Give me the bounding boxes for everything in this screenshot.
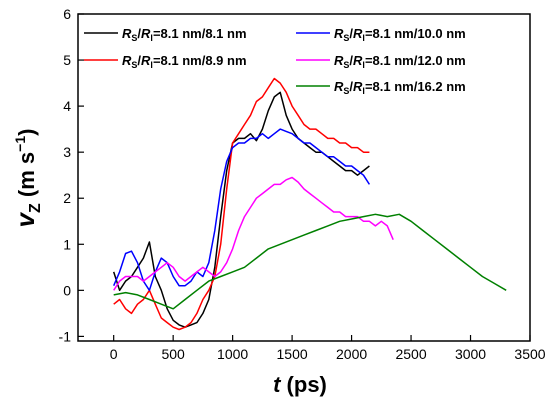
- x-axis-unit: (ps): [280, 372, 326, 397]
- y-tick-label: 1: [63, 236, 71, 252]
- y-tick-label: 6: [63, 6, 71, 22]
- axis-ticks: 0 500 1000 1500 2000 2500 3000 3500 -1 0 1 2 3 4 5 6: [59, 6, 546, 362]
- series-line-3: [113, 128, 371, 292]
- x-axis-label: t (ps): [273, 372, 327, 397]
- y-axis-unit-close: ): [14, 129, 39, 136]
- y-tick-label: 0: [63, 282, 71, 298]
- x-tick-label: 1000: [217, 346, 248, 362]
- y-axis-exponent: −1: [12, 136, 28, 152]
- series-line-4: [113, 176, 394, 291]
- series-line-5: [113, 213, 507, 310]
- legend: RS/Rl=8.1 nm/8.1 nm RS/Rl=8.1 nm/8.9 nm …: [84, 26, 466, 96]
- x-tick-label: 500: [161, 346, 185, 362]
- series-line-2: [113, 77, 370, 331]
- legend-label-5: RS/Rl=8.1 nm/16.2 nm: [334, 79, 466, 96]
- y-tick-label: 3: [63, 144, 71, 160]
- y-axis-unit-open: (m s: [14, 152, 39, 203]
- x-tick-label: 3000: [455, 346, 486, 362]
- x-axis-variable: t: [273, 372, 282, 397]
- x-tick-label: 1500: [277, 346, 308, 362]
- legend-entry-4: RS/Rl=8.1 nm/12.0 nm: [296, 53, 466, 70]
- legend-label-4: RS/Rl=8.1 nm/12.0 nm: [334, 53, 466, 70]
- y-tick-label: -1: [59, 328, 72, 344]
- legend-label-2: RS/Rl=8.1 nm/8.9 nm: [122, 53, 247, 70]
- x-tick-label: 2000: [336, 346, 367, 362]
- y-tick-label: 2: [63, 190, 71, 206]
- legend-entry-2: RS/Rl=8.1 nm/8.9 nm: [84, 53, 247, 70]
- y-axis-subscript: Z: [27, 203, 44, 213]
- x-tick-label: 0: [110, 346, 118, 362]
- series-layer: [112, 77, 507, 331]
- legend-label-1: RS/Rl=8.1 nm/8.1 nm: [122, 26, 247, 43]
- legend-entry-5: RS/Rl=8.1 nm/16.2 nm: [296, 79, 466, 96]
- y-axis-variable: v: [10, 211, 40, 227]
- legend-entry-3: RS/Rl=8.1 nm/10.0 nm: [296, 26, 466, 43]
- y-tick-label: 4: [63, 98, 71, 114]
- legend-entry-1: RS/Rl=8.1 nm/8.1 nm: [84, 26, 247, 43]
- plot-frame: [77, 13, 531, 342]
- y-tick-label: 5: [63, 52, 71, 68]
- legend-label-3: RS/Rl=8.1 nm/10.0 nm: [334, 26, 466, 43]
- y-axis-label: vZ (m s−1): [10, 129, 44, 228]
- x-tick-label: 3500: [514, 346, 545, 362]
- x-tick-label: 2500: [395, 346, 426, 362]
